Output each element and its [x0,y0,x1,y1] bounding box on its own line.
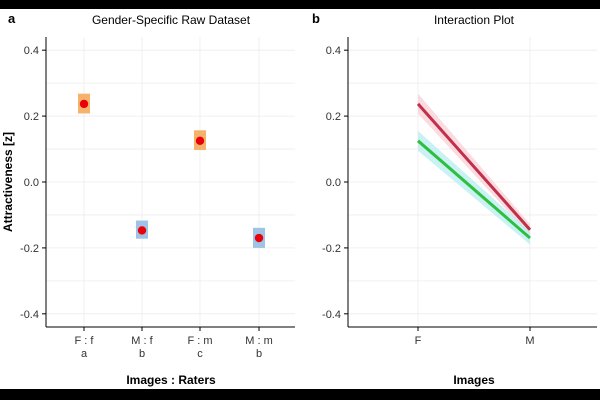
panel-b-title: Interaction Plot [434,13,515,27]
panel-a-group-letter: a [81,348,88,360]
mean-point [254,233,264,243]
panel-b-ytick-label: 0.4 [326,45,341,57]
series-line [417,139,531,240]
panel-a-xtick-label: F : m [187,335,212,347]
panel-a-ytick-label: -0.2 [20,243,39,255]
panel-b-x-label: Images [453,373,495,387]
panel-a-xtick-label: M : f [131,335,153,347]
series-line [416,102,532,231]
panel-a-tag: a [8,11,16,26]
panel-a-group-letter: b [256,348,262,360]
panel-a-y-label: Attractiveness [z] [1,132,15,232]
panel-a-xtick-label: M : m [245,335,273,347]
panel-b-ytick-label: 0.2 [326,111,341,123]
panel-b-xtick-label: M [525,335,534,347]
panel-a-x-label: Images : Raters [126,373,216,387]
figure-canvas: a Gender-Specific Raw Dataset -0.4 -0.2 0.… [0,9,600,389]
panel-a-xtick-label: F : f [75,335,95,347]
panel-b-ytick-label: -0.4 [322,309,341,321]
mean-point [79,99,89,109]
panel-a-title: Gender-Specific Raw Dataset [92,13,251,27]
panel-a: a Gender-Specific Raw Dataset -0.4 -0.2 0.… [1,11,295,387]
panel-a-ytick-label: 0.2 [24,111,39,123]
panel-b-ytick-label: -0.2 [322,243,341,255]
panel-a-ytick-label: 0.0 [24,177,39,189]
panel-b-tag: b [312,11,320,26]
panel-a-ytick-label: -0.4 [20,309,39,321]
panel-b-xtick-label: F [415,335,422,347]
panel-a-ytick-label: 0.4 [24,45,39,57]
figure: a Gender-Specific Raw Dataset -0.4 -0.2 0.… [1,11,597,387]
mean-point [195,136,205,146]
panel-a-group-letter: c [197,348,203,360]
mean-point [137,226,147,235]
panel-a-group-letter: b [139,348,145,360]
panel-b-ytick-label: 0.0 [326,177,341,189]
